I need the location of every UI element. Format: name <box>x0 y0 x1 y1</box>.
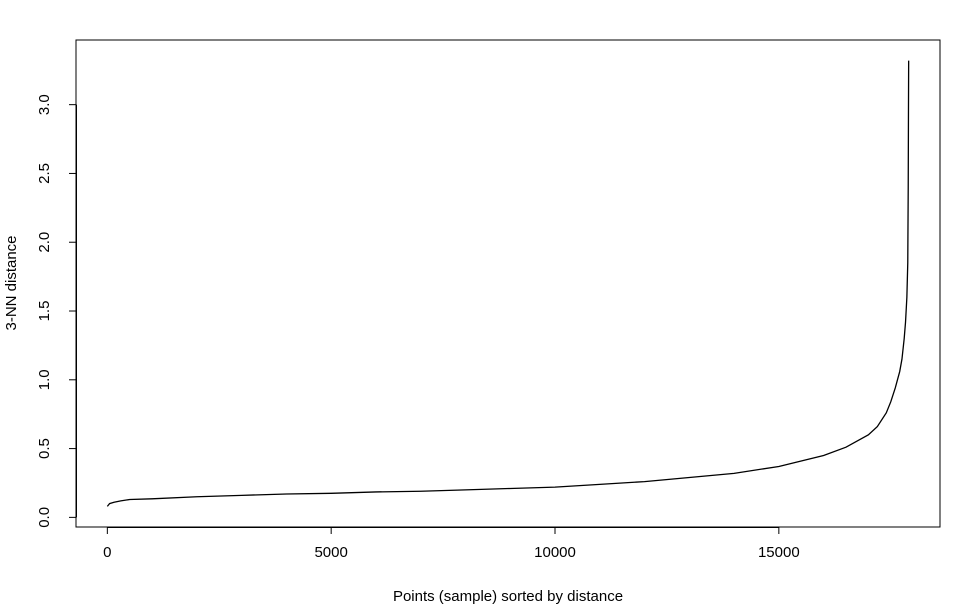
y-tick-label: 2.5 <box>36 163 53 184</box>
y-tick-label: 2.0 <box>36 232 53 253</box>
y-tick-label: 3.0 <box>36 94 53 115</box>
x-tick-label: 15000 <box>758 544 800 561</box>
x-axis: 0 5000 10000 15000 <box>103 527 800 561</box>
plot-frame <box>75 39 941 528</box>
y-tick-label: 0.5 <box>36 438 53 459</box>
x-tick-label: 5000 <box>314 544 347 561</box>
y-tick-label: 1.5 <box>36 301 53 322</box>
y-axis-label: 3-NN distance <box>3 235 20 330</box>
x-axis-label: Points (sample) sorted by distance <box>393 588 623 605</box>
y-tick-label: 1.0 <box>36 369 53 390</box>
series-line <box>106 60 910 507</box>
x-tick-label: 0 <box>103 544 111 561</box>
y-axis: 0.0 0.5 1.0 1.5 2.0 2.5 3.0 <box>36 94 77 528</box>
y-tick-label: 0.0 <box>36 507 53 528</box>
x-tick-label: 10000 <box>534 544 576 561</box>
